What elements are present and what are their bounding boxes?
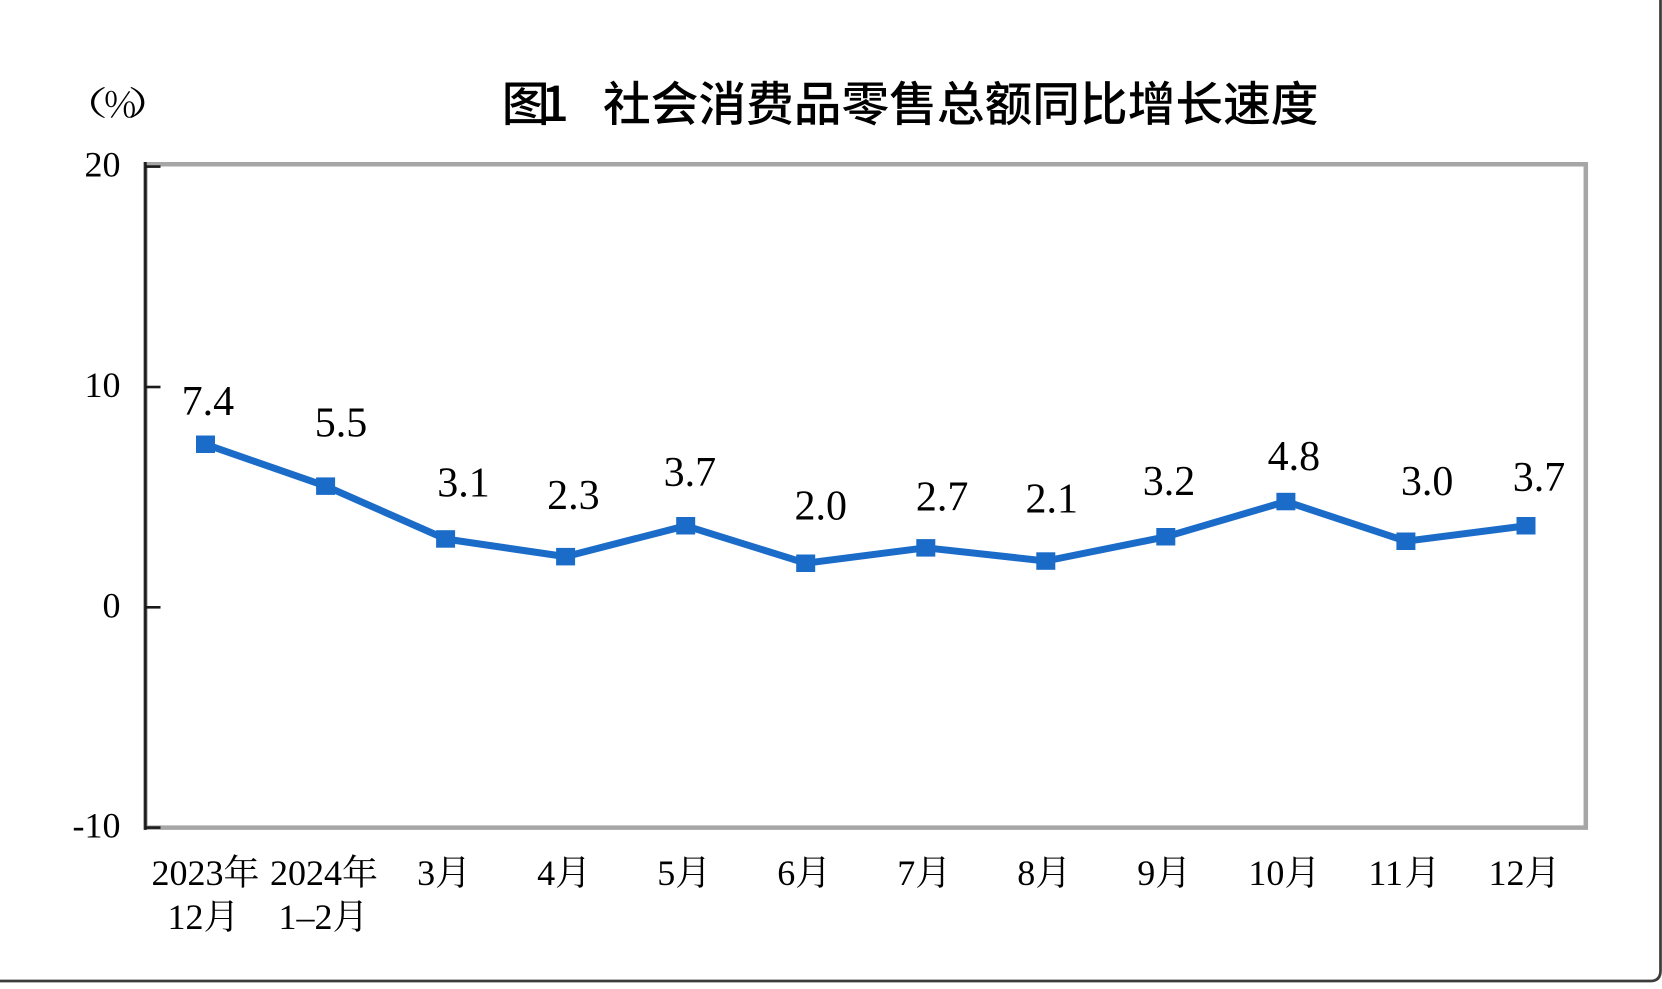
svg-text:2.1: 2.1 xyxy=(1026,477,1079,523)
svg-text:1–2: 1–2 xyxy=(279,897,333,937)
svg-text:7: 7 xyxy=(897,853,915,893)
svg-text:4: 4 xyxy=(537,853,555,893)
svg-text:2.7: 2.7 xyxy=(916,475,969,521)
svg-text:3: 3 xyxy=(417,853,435,893)
svg-text:5: 5 xyxy=(657,853,675,893)
svg-text:0: 0 xyxy=(103,585,121,625)
svg-text:12: 12 xyxy=(168,897,204,937)
svg-text:-10: -10 xyxy=(73,806,121,846)
svg-text:12: 12 xyxy=(1489,853,1525,893)
svg-text:20: 20 xyxy=(85,145,121,185)
svg-text:2023: 2023 xyxy=(152,853,224,893)
svg-text:4.8: 4.8 xyxy=(1268,434,1321,480)
svg-text:3.7: 3.7 xyxy=(1513,455,1566,501)
svg-text:2.0: 2.0 xyxy=(795,484,848,530)
svg-text:3.2: 3.2 xyxy=(1143,459,1196,505)
svg-text:6: 6 xyxy=(777,853,795,893)
svg-text:3.7: 3.7 xyxy=(664,450,717,496)
svg-text:8: 8 xyxy=(1017,853,1035,893)
svg-text:5.5: 5.5 xyxy=(315,401,368,447)
svg-text:9: 9 xyxy=(1137,853,1155,893)
svg-text:10: 10 xyxy=(85,365,121,405)
svg-text:2024: 2024 xyxy=(270,853,342,893)
svg-text:3.1: 3.1 xyxy=(437,461,490,507)
svg-text:7.4: 7.4 xyxy=(182,379,235,425)
svg-text:11: 11 xyxy=(1368,853,1403,893)
svg-text:3.0: 3.0 xyxy=(1401,459,1454,505)
svg-text:2.3: 2.3 xyxy=(547,473,600,519)
svg-text:10: 10 xyxy=(1248,853,1284,893)
